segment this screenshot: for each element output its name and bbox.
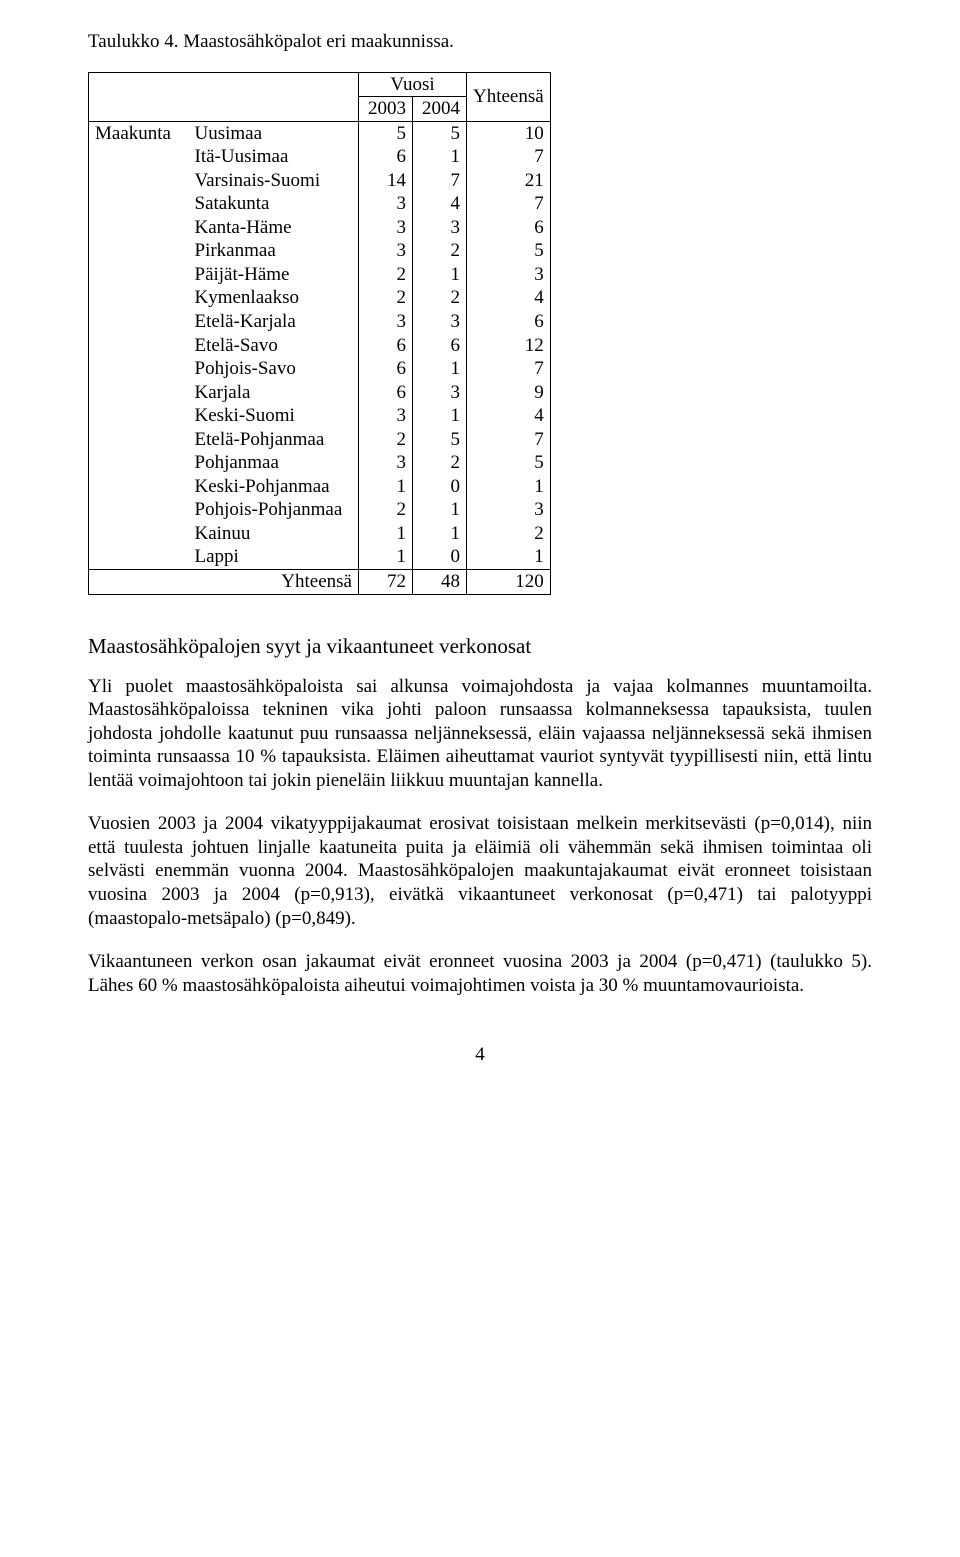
- table-cell: 7: [467, 145, 551, 169]
- table-cell: 1: [359, 545, 413, 569]
- table-caption: Taulukko 4. Maastosähköpalot eri maakunn…: [88, 30, 872, 54]
- table-cell: 3: [359, 239, 413, 263]
- table-cell: 2: [413, 239, 467, 263]
- table-cell: 6: [467, 310, 551, 334]
- table-cell: 3: [467, 498, 551, 522]
- table-row-label: Kymenlaakso: [189, 286, 359, 310]
- table-row-label: Kanta-Häme: [189, 216, 359, 240]
- table-row-label: Pohjois-Pohjanmaa: [189, 498, 359, 522]
- row-group-label: Maakunta: [89, 121, 189, 569]
- table-footer-cell: 48: [413, 570, 467, 595]
- table-cell: 2: [359, 286, 413, 310]
- table-row-label: Keski-Suomi: [189, 404, 359, 428]
- table-cell: 1: [413, 357, 467, 381]
- table-cell: 3: [467, 263, 551, 287]
- col-header-2004: 2004: [413, 97, 467, 122]
- table-cell: 4: [413, 192, 467, 216]
- table-cell: 1: [467, 545, 551, 569]
- table-cell: 7: [467, 428, 551, 452]
- table-row-label: Satakunta: [189, 192, 359, 216]
- table-cell: 7: [467, 192, 551, 216]
- table-cell: 21: [467, 169, 551, 193]
- table-cell: 3: [359, 216, 413, 240]
- table-cell: 0: [413, 475, 467, 499]
- table-cell: 1: [413, 145, 467, 169]
- table-cell: 1: [413, 522, 467, 546]
- table-cell: 5: [413, 428, 467, 452]
- table-cell: 3: [359, 404, 413, 428]
- paragraph-1: Yli puolet maastosähköpaloista sai alkun…: [88, 675, 872, 793]
- table-cell: 2: [467, 522, 551, 546]
- table-cell: 6: [359, 145, 413, 169]
- table-cell: 4: [467, 286, 551, 310]
- table-footer-label: Yhteensä: [189, 570, 359, 595]
- table-row-label: Pirkanmaa: [189, 239, 359, 263]
- table-cell: 2: [413, 451, 467, 475]
- col-header-yhteensa: Yhteensä: [467, 72, 551, 121]
- table-row-label: Päijät-Häme: [189, 263, 359, 287]
- paragraph-2: Vuosien 2003 ja 2004 vikatyyppijakaumat …: [88, 812, 872, 930]
- table-cell: 4: [467, 404, 551, 428]
- table-cell: 3: [359, 451, 413, 475]
- table-footer-cell: 72: [359, 570, 413, 595]
- table-footer-cell: 120: [467, 570, 551, 595]
- table-cell: 3: [413, 216, 467, 240]
- table-row-label: Kainuu: [189, 522, 359, 546]
- table-cell: 1: [467, 475, 551, 499]
- table-cell: 9: [467, 381, 551, 405]
- table-row-label: Lappi: [189, 545, 359, 569]
- table-row-label: Etelä-Savo: [189, 334, 359, 358]
- table-row-label: Etelä-Karjala: [189, 310, 359, 334]
- table-cell: 2: [359, 263, 413, 287]
- table-cell: 3: [413, 310, 467, 334]
- table-row-label: Etelä-Pohjanmaa: [189, 428, 359, 452]
- table-row-label: Karjala: [189, 381, 359, 405]
- col-header-2003: 2003: [359, 97, 413, 122]
- table-cell: 6: [467, 216, 551, 240]
- table-cell: 2: [413, 286, 467, 310]
- table-cell: 3: [359, 310, 413, 334]
- table-cell: 2: [359, 428, 413, 452]
- table-cell: 5: [413, 121, 467, 145]
- table-cell: 6: [359, 357, 413, 381]
- table-cell: 1: [359, 475, 413, 499]
- table-row-label: Pohjois-Savo: [189, 357, 359, 381]
- table-cell: 6: [359, 381, 413, 405]
- table-cell: 1: [413, 404, 467, 428]
- table-cell: 7: [467, 357, 551, 381]
- table-row-label: Uusimaa: [189, 121, 359, 145]
- table-cell: 10: [467, 121, 551, 145]
- table-row-label: Keski-Pohjanmaa: [189, 475, 359, 499]
- table-cell: 2: [359, 498, 413, 522]
- table-cell: 5: [359, 121, 413, 145]
- table-cell: 1: [359, 522, 413, 546]
- data-table: VuosiYhteensä20032004MaakuntaUusimaa5510…: [88, 72, 551, 595]
- table-cell: 3: [413, 381, 467, 405]
- table-cell: 1: [413, 263, 467, 287]
- table-cell: 3: [359, 192, 413, 216]
- table-cell: 6: [413, 334, 467, 358]
- table-cell: 0: [413, 545, 467, 569]
- table-cell: 12: [467, 334, 551, 358]
- table-row-label: Pohjanmaa: [189, 451, 359, 475]
- table-cell: 1: [413, 498, 467, 522]
- paragraph-3: Vikaantuneen verkon osan jakaumat eivät …: [88, 950, 872, 997]
- table-cell: 14: [359, 169, 413, 193]
- page-number: 4: [88, 1043, 872, 1067]
- table-cell: 5: [467, 451, 551, 475]
- section-heading: Maastosähköpalojen syyt ja vikaantuneet …: [88, 633, 872, 659]
- table-cell: 5: [467, 239, 551, 263]
- table-cell: 7: [413, 169, 467, 193]
- table-row-label: Itä-Uusimaa: [189, 145, 359, 169]
- table-row-label: Varsinais-Suomi: [189, 169, 359, 193]
- col-header-vuosi: Vuosi: [359, 72, 467, 97]
- table-cell: 6: [359, 334, 413, 358]
